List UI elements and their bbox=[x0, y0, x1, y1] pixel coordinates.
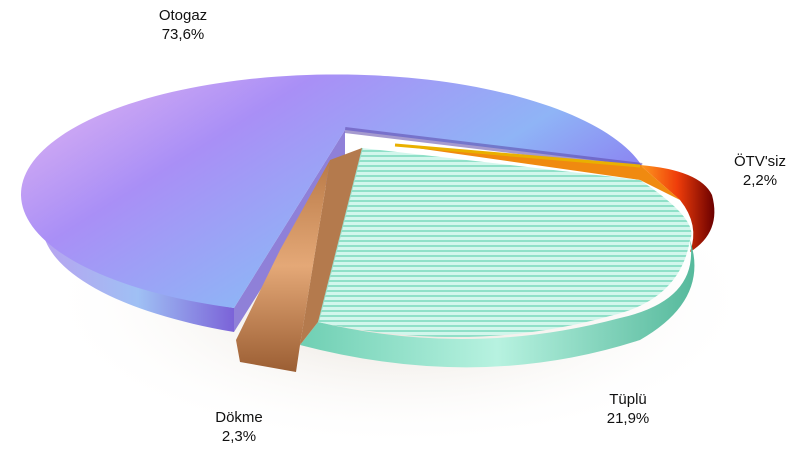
slice-label-dokme: Dökme 2,3% bbox=[215, 408, 263, 446]
slice-label-tuplu-value: 21,9% bbox=[606, 410, 650, 427]
pie-slice-otogaz bbox=[20, 74, 643, 332]
slice-label-dokme-value: 2,3% bbox=[221, 428, 257, 445]
slice-label-otvsiz-value: 2,2% bbox=[742, 172, 778, 189]
slice-label-otvsiz: ÖTV'siz 2,2% bbox=[734, 152, 786, 190]
slice-label-otogaz-name: Otogaz bbox=[158, 7, 208, 24]
slice-label-dokme-name: Dökme bbox=[215, 409, 263, 426]
slice-label-otogaz-value: 73,6% bbox=[161, 26, 205, 43]
slice-label-otogaz: Otogaz 73,6% bbox=[159, 6, 207, 44]
slice-label-tuplu: Tüplü 21,9% bbox=[607, 390, 650, 428]
pie-slice-otvsiz bbox=[394, 143, 715, 252]
pie-slice-dokme bbox=[236, 148, 362, 372]
pie-slice-tuplu bbox=[300, 147, 695, 368]
slice-label-tuplu-name: Tüplü bbox=[609, 391, 647, 408]
slice-label-otvsiz-name: ÖTV'siz bbox=[733, 153, 787, 170]
